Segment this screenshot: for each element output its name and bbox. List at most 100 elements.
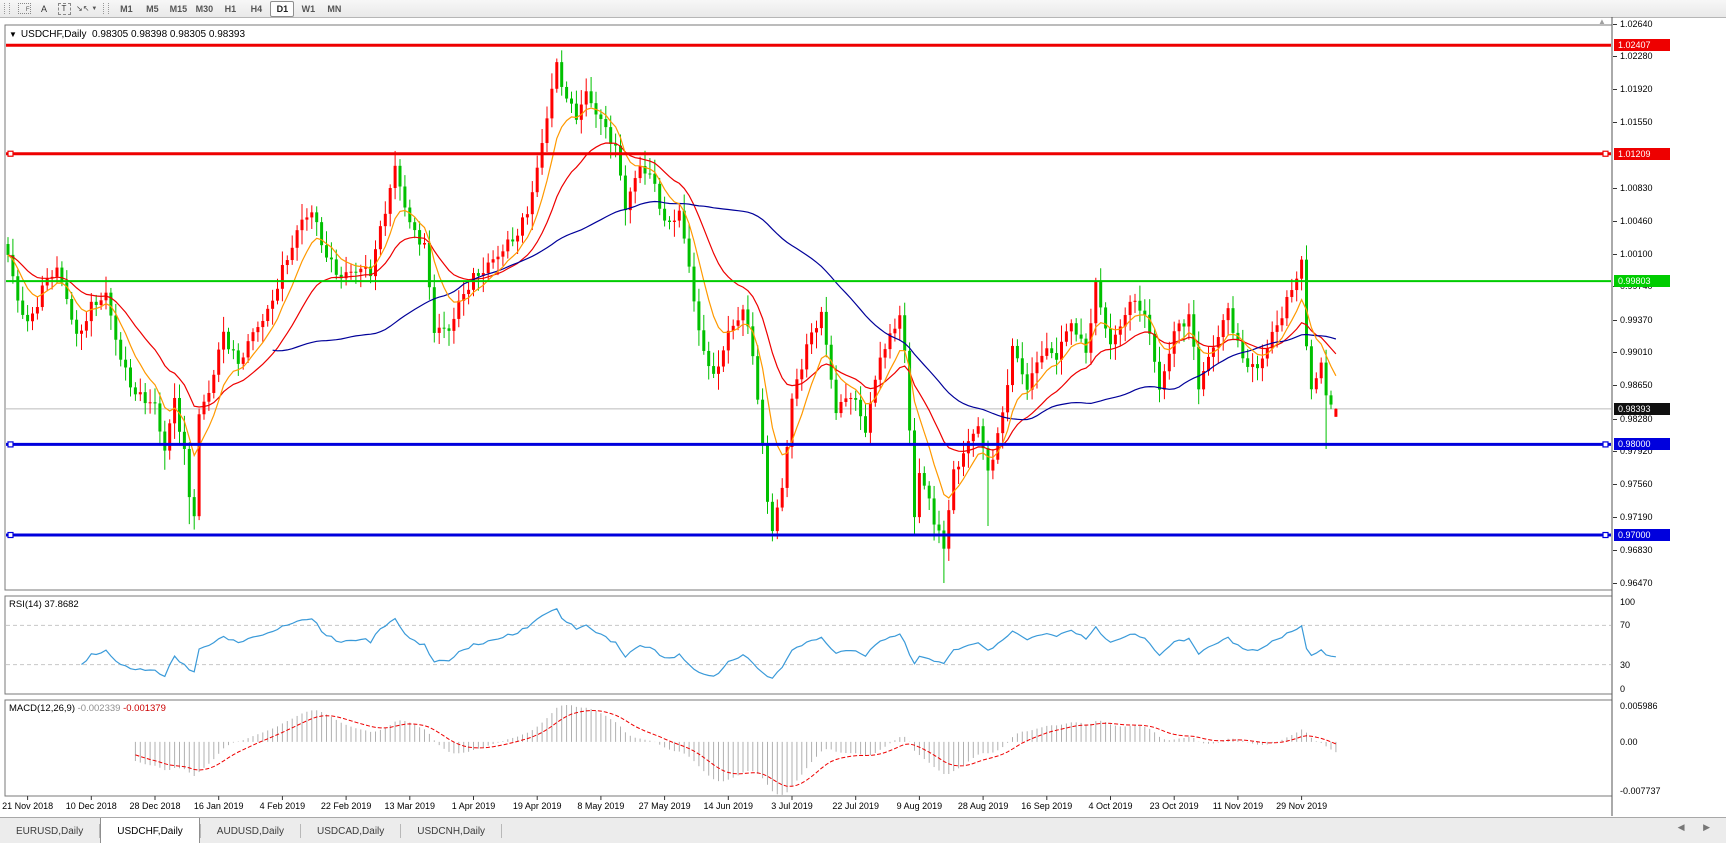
- macd-signal-line: [135, 709, 1337, 787]
- price-tick: [1613, 221, 1617, 223]
- price-tick: [1613, 549, 1617, 551]
- price-tick: [1613, 451, 1617, 453]
- pane-frame[interactable]: [4, 699, 1613, 797]
- horizontal-lines[interactable]: [6, 43, 1611, 539]
- ma-lines: [7, 107, 1337, 499]
- price-tick-label: 0.99010: [1620, 347, 1653, 358]
- open-value: 0.98305: [92, 29, 129, 40]
- rsi-tick-label: 100: [1620, 597, 1636, 607]
- time-axis-label: 28 Aug 2019: [957, 801, 1009, 811]
- time-ticks: [27, 796, 1303, 800]
- low-value: 0.98305: [169, 29, 207, 40]
- timeframe-button-w1[interactable]: W1: [301, 3, 316, 14]
- time-axis-label: 11 Nov 2019: [1212, 801, 1264, 811]
- price-tick-label: 1.00100: [1620, 248, 1653, 259]
- rsi-tick-label: 70: [1620, 620, 1631, 631]
- timeframe-button-h1[interactable]: H1: [224, 3, 237, 14]
- arrows-tool[interactable]: ↘↖ ▼: [76, 4, 98, 13]
- tab-separator: [300, 824, 302, 838]
- symbol-ohlc-readout: ▼ USDCHF,Daily 0.98305 0.98398 0.98305 0.…: [9, 29, 245, 40]
- timeframe-button-mn[interactable]: MN: [327, 3, 342, 14]
- tabs-scroll-left-icon[interactable]: ◀: [1677, 822, 1693, 832]
- price-tick: [1613, 582, 1617, 584]
- timeframe-button-d1[interactable]: D1: [270, 0, 295, 17]
- price-line-badge: 0.98000: [1614, 438, 1670, 451]
- time-axis-label: 27 May 2019: [638, 801, 691, 811]
- tab-scroll-arrows: ◀ ▶: [1678, 822, 1718, 833]
- price-tick-label: 0.98650: [1620, 380, 1653, 391]
- price-tick-label: 0.98280: [1620, 413, 1653, 424]
- pane-frame[interactable]: [4, 595, 1613, 695]
- time-axis-label: 28 Dec 2018: [129, 801, 181, 811]
- time-axis-label: 3 Jul 2019: [771, 801, 813, 811]
- tab-separator: [99, 824, 101, 838]
- price-line-badge: 0.97000: [1614, 529, 1670, 541]
- toolbar-grip[interactable]: [4, 3, 10, 14]
- tab-eurusd[interactable]: EURUSD,Daily: [16, 825, 84, 837]
- text-label-tool[interactable]: A: [40, 3, 47, 14]
- tab-usdcnh[interactable]: USDCNH,Daily: [417, 825, 486, 837]
- price-tick: [1613, 253, 1617, 255]
- time-axis-label: 23 Oct 2019: [1149, 801, 1199, 811]
- price-tick-label: 1.00460: [1620, 216, 1653, 227]
- price-tick-label: 0.96470: [1620, 577, 1653, 588]
- toolbar-grip-2[interactable]: [103, 3, 110, 14]
- price-line-badge: 1.02407: [1614, 39, 1670, 52]
- price-tick: [1613, 187, 1617, 189]
- time-axis-label: 9 Aug 2019: [896, 801, 943, 811]
- time-axis-label: 10 Dec 2018: [65, 801, 117, 811]
- macd-indicator-label: MACD(12,26,9) -0.002339 -0.001379: [9, 703, 166, 714]
- macd-tick-label: -0.007737: [1620, 786, 1661, 796]
- time-axis-label: 16 Jan 2019: [193, 801, 244, 811]
- pane-frame[interactable]: [4, 24, 1613, 591]
- timeframes-group: M1 M5 M15 M30 H1 H4 D1 W1 MN: [113, 0, 347, 17]
- time-axis-label: 1 Apr 2019: [451, 801, 496, 811]
- price-line-badge: 0.99803: [1614, 275, 1670, 288]
- time-axis-label: 22 Feb 2019: [320, 801, 372, 811]
- time-axis-label: 4 Oct 2019: [1088, 801, 1133, 811]
- time-axis-label: 4 Feb 2019: [259, 801, 306, 811]
- toolbar: F A T ↘↖ ▼ M1 M5 M15 M30 H1 H4 D1 W1 MN: [0, 0, 1726, 18]
- timeframe-button-m1[interactable]: M1: [120, 3, 133, 14]
- tab-usdcad[interactable]: USDCAD,Daily: [317, 825, 385, 837]
- auto-scroll-marker-icon[interactable]: ▲: [1598, 17, 1606, 26]
- tab-separator: [199, 824, 201, 838]
- price-tick-label: 0.99370: [1620, 314, 1653, 325]
- price-tick: [1613, 352, 1617, 354]
- price-tick: [1613, 56, 1617, 58]
- text-tool[interactable]: T: [55, 1, 73, 17]
- price-tick: [1613, 319, 1617, 321]
- tab-usdchf[interactable]: USDCHF,Daily: [100, 818, 200, 843]
- price-tick-label: 1.00830: [1620, 182, 1653, 193]
- time-axis-label: 29 Nov 2019: [1276, 801, 1328, 811]
- timeframe-button-m30[interactable]: M30: [195, 3, 214, 14]
- close-value: 0.98393: [208, 29, 246, 40]
- timeframe-button-m5[interactable]: M5: [146, 3, 159, 14]
- time-axis-label: 22 Jul 2019: [832, 801, 879, 811]
- rsi-indicator-label: RSI(14) 37.8682: [9, 599, 79, 610]
- macd-name: MACD(12,26,9): [9, 703, 75, 714]
- rsi-tick-label: 0: [1620, 684, 1626, 694]
- price-tick-label: 1.02640: [1620, 18, 1653, 29]
- collapse-triangle-icon[interactable]: ▼: [9, 30, 17, 39]
- price-tick: [1613, 418, 1617, 420]
- timeframe-button-h4[interactable]: H4: [250, 3, 263, 14]
- tabs-scroll-right-icon[interactable]: ▶: [1703, 822, 1718, 832]
- price-tick: [1613, 23, 1617, 25]
- timeframe-button-m15[interactable]: M15: [169, 3, 188, 14]
- time-axis-label: 19 Apr 2019: [512, 801, 562, 811]
- price-tick-label: 0.97920: [1620, 446, 1653, 457]
- time-axis-label: 13 Mar 2019: [384, 801, 436, 811]
- price-line-badge: 1.01209: [1614, 147, 1670, 160]
- fibonacci-tool[interactable]: F: [15, 1, 33, 17]
- price-tick-label: 0.96830: [1620, 544, 1653, 555]
- price-tick: [1613, 385, 1617, 387]
- tab-audusd[interactable]: AUDUSD,Daily: [216, 825, 285, 837]
- tab-separator: [501, 824, 503, 838]
- macd-main-value: -0.002339: [77, 703, 121, 714]
- macd-signal-value: -0.001379: [123, 703, 166, 714]
- time-axis-label: 8 May 2019: [577, 801, 625, 811]
- price-tick-label: 0.97190: [1620, 512, 1653, 523]
